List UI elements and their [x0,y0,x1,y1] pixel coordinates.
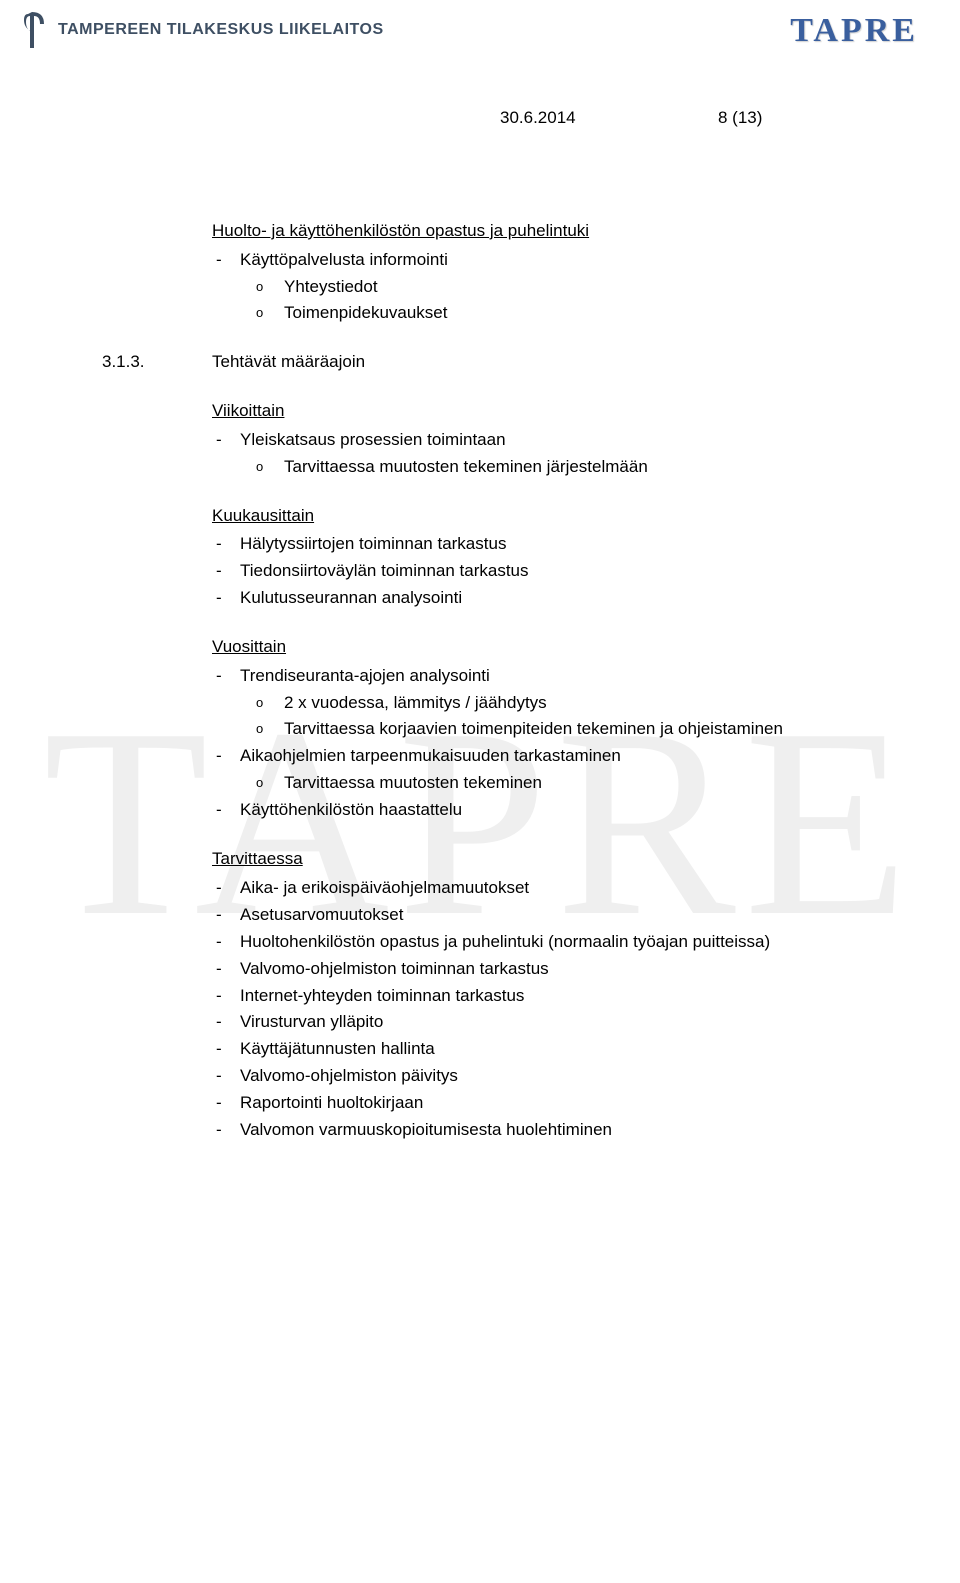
section-title: Tehtävät määräajoin [212,352,365,371]
subsection-tarvittaessa: Tarvittaessa Aika- ja erikoispäiväohjelm… [212,848,880,1142]
list-item: Tiedonsiirtoväylän toiminnan tarkastus [240,560,880,583]
list-item: Käyttöpalvelusta informointi Yhteystiedo… [240,249,880,325]
numbered-section: 3.1.3. Tehtävät määräajoin [212,351,880,374]
list-item: Internet-yhteyden toiminnan tarkastus [240,985,880,1008]
list-item: Valvomo-ohjelmiston päivitys [240,1065,880,1088]
list-item-text: Käyttöpalvelusta informointi [240,250,448,269]
bullet-list: Trendiseuranta-ajojen analysointi 2 x vu… [212,665,880,822]
sub-list-item: Tarvittaessa muutosten tekeminen [284,772,880,795]
sub-list-item: 2 x vuodessa, lämmitys / jäähdytys [284,692,880,715]
sub-list: Tarvittaessa muutosten tekeminen järjest… [240,456,880,479]
bullet-list: Hälytyssiirtojen toiminnan tarkastus Tie… [212,533,880,610]
subsection-vuosittain: Vuosittain Trendiseuranta-ajojen analyso… [212,636,880,822]
list-item: Valvomo-ohjelmiston toiminnan tarkastus [240,958,880,981]
list-item: Trendiseuranta-ajojen analysointi 2 x vu… [240,665,880,741]
org-logo-icon [22,10,52,50]
list-item: Aikaohjelmien tarpeenmukaisuuden tarkast… [240,745,880,795]
sub-list-item: Toimenpidekuvaukset [284,302,880,325]
bullet-list: Yleiskatsaus prosessien toimintaan Tarvi… [212,429,880,479]
list-item: Asetusarvomuutokset [240,904,880,927]
org-name: TAMPEREEN TILAKESKUS LIIKELAITOS [58,21,384,39]
subsection-kuukausittain: Kuukausittain Hälytyssiirtojen toiminnan… [212,505,880,611]
doc-page-number: 8 (13) [718,108,762,128]
sub-list-item: Tarvittaessa korjaavien toimenpiteiden t… [284,718,880,741]
list-item: Valvomon varmuuskopioitumisesta huolehti… [240,1119,880,1142]
section-heading: Vuosittain [212,636,880,659]
list-item: Aika- ja erikoispäiväohjelmamuutokset [240,877,880,900]
sub-list: 2 x vuodessa, lämmitys / jäähdytys Tarvi… [240,692,880,741]
doc-content: Huolto- ja käyttöhenkilöstön opastus ja … [212,220,880,1168]
section-heading: Huolto- ja käyttöhenkilöstön opastus ja … [212,220,880,243]
doc-date: 30.6.2014 [500,108,576,128]
subsection-viikoittain: Viikoittain Yleiskatsaus prosessien toim… [212,400,880,479]
section-intro: Huolto- ja käyttöhenkilöstön opastus ja … [212,220,880,325]
sub-list-item: Yhteystiedot [284,276,880,299]
list-item-text: Yleiskatsaus prosessien toimintaan [240,430,506,449]
list-item: Huoltohenkilöstön opastus ja puhelintuki… [240,931,880,954]
section-number: 3.1.3. [102,351,172,374]
list-item: Käyttöhenkilöstön haastattelu [240,799,880,822]
section-heading: Viikoittain [212,400,880,423]
section-heading: Tarvittaessa [212,848,880,871]
list-item: Kulutusseurannan analysointi [240,587,880,610]
bullet-list: Aika- ja erikoispäiväohjelmamuutokset As… [212,877,880,1142]
sub-list: Tarvittaessa muutosten tekeminen [240,772,880,795]
list-item-text: Trendiseuranta-ajojen analysointi [240,666,490,685]
org-logo: TAMPEREEN TILAKESKUS LIIKELAITOS [22,10,384,50]
list-item: Käyttäjätunnusten hallinta [240,1038,880,1061]
list-item: Virusturvan ylläpito [240,1011,880,1034]
list-item-text: Aikaohjelmien tarpeenmukaisuuden tarkast… [240,746,621,765]
bullet-list: Käyttöpalvelusta informointi Yhteystiedo… [212,249,880,325]
list-item: Yleiskatsaus prosessien toimintaan Tarvi… [240,429,880,479]
brand-logo: TAPRE [790,12,918,50]
sub-list-item: Tarvittaessa muutosten tekeminen järjest… [284,456,880,479]
page-header: TAMPEREEN TILAKESKUS LIIKELAITOS TAPRE [0,0,960,90]
sub-list: Yhteystiedot Toimenpidekuvaukset [240,276,880,325]
list-item: Hälytyssiirtojen toiminnan tarkastus [240,533,880,556]
list-item: Raportointi huoltokirjaan [240,1092,880,1115]
section-heading: Kuukausittain [212,505,880,528]
